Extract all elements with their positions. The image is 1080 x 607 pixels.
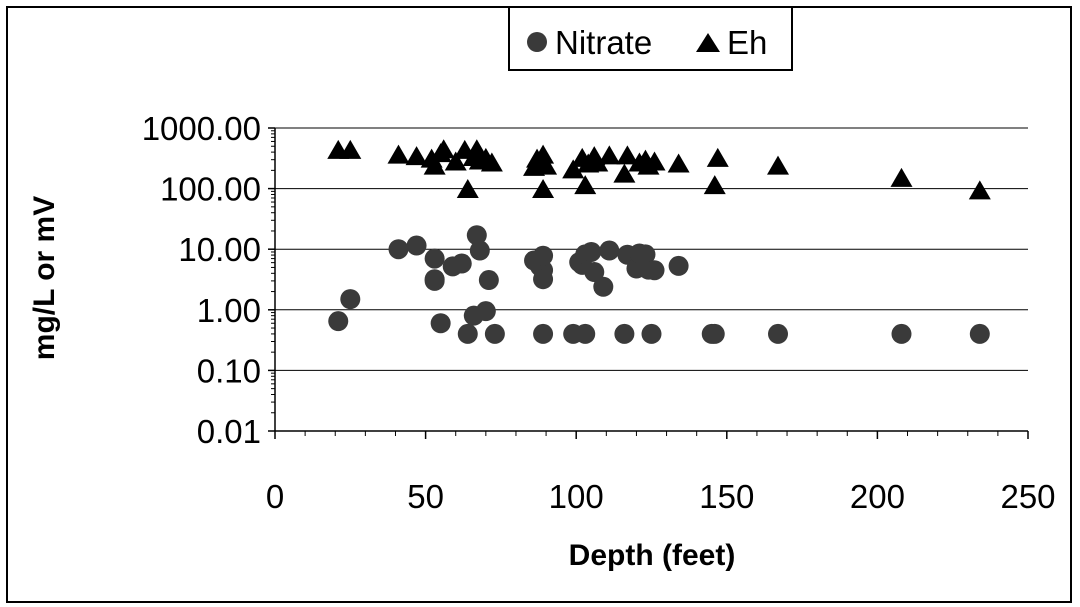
eh-point [613,163,636,183]
nitrate-point [469,240,490,261]
axes [274,128,1028,432]
legend-marker-eh [696,33,720,52]
eh-point [586,152,609,172]
x-tick-label: 150 [699,478,754,515]
nitrate-point [533,269,554,290]
x-tick-label: 0 [266,478,284,515]
nitrate-point [644,260,665,281]
x-axis-title: Depth (feet) [569,539,736,572]
eh-point [532,178,555,198]
nitrate-point [457,323,478,344]
eh-point [703,175,726,195]
nitrate-point [466,225,487,246]
eh-point [339,139,362,159]
eh-point [432,139,455,159]
eh-point [616,145,639,165]
eh-point [465,139,488,159]
y-tick-label: 100.00 [160,171,261,208]
nitrate-point [635,244,656,265]
nitrate-point [478,270,499,291]
eh-point [574,175,597,195]
eh-point [456,178,479,198]
eh-point [667,153,690,173]
chart-frame [6,6,1072,603]
nitrate-point [768,323,789,344]
eh-point [767,155,790,175]
nitrate-point [641,323,662,344]
legend-label-nitrate: Nitrate [555,24,652,61]
legend-marker-nitrate [527,32,547,52]
legend-label-eh: Eh [727,24,767,61]
nitrate-point [704,323,725,344]
eh-point [562,159,585,179]
nitrate-point [593,276,614,297]
nitrate-point [533,245,554,266]
eh-point [423,155,446,175]
eh-point [598,145,621,165]
nitrate-point [451,253,472,274]
y-axis-title: mg/L or mV [28,196,61,360]
eh-point [890,167,913,187]
y-axis-ticks: 0.01 0.10 1.00 10.00 100.00 1000.00 [142,110,275,450]
eh-point [643,151,666,171]
x-tick-label: 200 [850,478,905,515]
eh-point [480,152,503,172]
eh-point [535,155,558,175]
eh-point [444,151,467,171]
nitrate-point [430,313,451,334]
nitrate-point [328,311,349,332]
eh-series [327,139,991,200]
y-tick-label: 1.00 [197,292,261,329]
y-tick-label: 1000.00 [142,110,261,147]
nitrate-point [584,262,605,283]
eh-point [706,147,729,167]
x-tick-label: 50 [407,478,444,515]
nitrate-point [406,235,427,256]
x-tick-label: 100 [549,478,604,515]
y-tick-label: 0.01 [197,413,261,450]
y-tick-label: 0.10 [197,352,261,389]
eh-point [405,146,428,166]
nitrate-point [424,270,445,291]
nitrate-point [533,323,554,344]
y-tick-label: 10.00 [178,231,261,268]
nitrate-point [668,255,689,276]
legend: Nitrate Eh [508,6,793,71]
nitrate-point [614,323,635,344]
x-tick-label: 250 [1000,478,1055,515]
eh-point [532,144,555,164]
nitrate-point [340,289,361,310]
x-axis-ticks: 0 50 100 150 200 250 [266,431,1056,515]
eh-point [968,180,991,200]
nitrate-point [969,323,990,344]
nitrate-point [484,323,505,344]
nitrate-series [328,225,990,344]
nitrate-point [599,240,620,261]
nitrate-point [475,301,496,322]
nitrate-point [581,241,602,262]
legend-box [508,6,793,71]
eh-point [387,144,410,164]
nitrate-point [424,248,445,269]
nitrate-point [891,323,912,344]
nitrate-point [388,239,409,260]
nitrate-point [575,323,596,344]
